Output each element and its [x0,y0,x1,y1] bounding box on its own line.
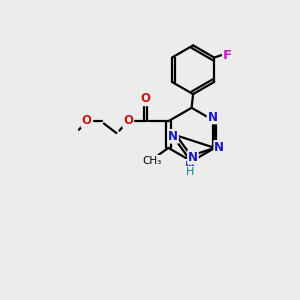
Text: O: O [123,114,133,127]
Text: N: N [185,160,195,173]
Text: N: N [207,110,218,124]
Text: CH₃: CH₃ [142,156,162,166]
Text: O: O [140,92,151,105]
Text: O: O [81,114,92,127]
Text: N: N [168,130,178,143]
Text: H: H [186,167,194,177]
Text: N: N [188,151,198,164]
Text: N: N [214,141,224,154]
Text: F: F [223,49,232,62]
